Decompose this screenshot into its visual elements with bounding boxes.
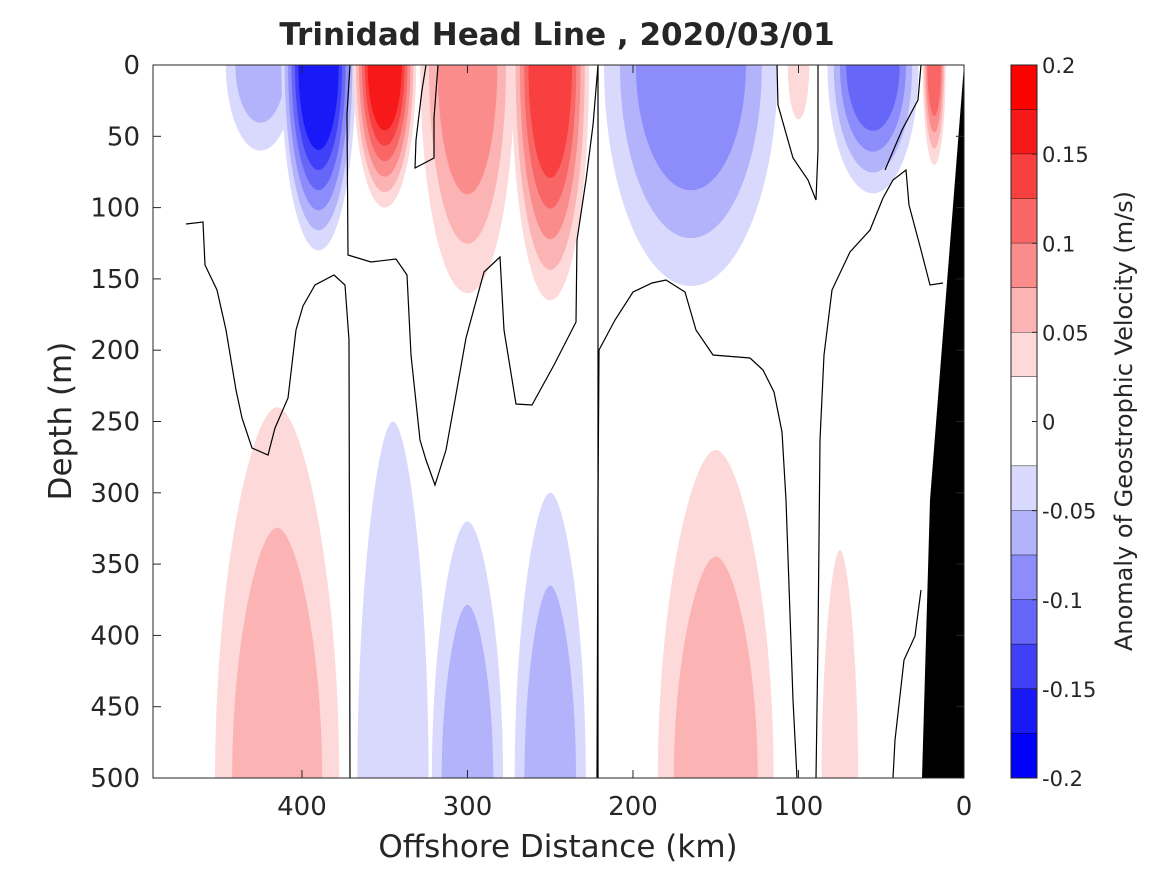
- y-axis-ticks: 0 50 100 150 200 250 300 350 400 450 500: [90, 51, 964, 794]
- colorbar-swatch: [1011, 555, 1037, 600]
- colorbar-tick-label: 0: [1042, 411, 1055, 435]
- y-tick-label: 300: [90, 479, 140, 509]
- colorbar-swatch: [1011, 243, 1037, 288]
- anomaly-contour-level: [235, 65, 286, 123]
- zero-contour-line: [414, 65, 439, 170]
- anomaly-contour-level: [232, 527, 323, 778]
- colorbar-swatch: [1011, 644, 1037, 689]
- anomaly-contour-level: [441, 604, 494, 778]
- colorbar-swatch: [1011, 733, 1037, 778]
- anomaly-contour-level: [357, 421, 429, 778]
- anomaly-contour-level: [787, 65, 810, 120]
- colorbar-swatch: [1011, 109, 1037, 155]
- colorbar-ticks: 0.2 0.15 0.1 0.05 0 -0.05 -0.1 -0.15 -0.2: [1032, 54, 1096, 791]
- anomaly-contour-level: [927, 65, 942, 117]
- colorbar-swatch: [1011, 510, 1037, 556]
- zero-contour-line: [596, 279, 798, 778]
- colorbar-tick-label: -0.2: [1042, 767, 1083, 791]
- zero-contour-line: [892, 589, 922, 778]
- colorbar-swatch: [1011, 332, 1037, 377]
- colorbar-swatch: [1011, 688, 1037, 734]
- zero-contour-line: [884, 65, 922, 171]
- zero-contour-line: [185, 221, 351, 778]
- y-tick-label: 0: [123, 51, 140, 81]
- x-tick-label: 400: [277, 792, 327, 822]
- anomaly-contour-level: [673, 556, 758, 778]
- x-tick-label: 300: [443, 792, 493, 822]
- bathymetry-seafloor: [922, 65, 964, 778]
- zero-contour-line: [815, 168, 944, 778]
- y-tick-label: 400: [90, 621, 140, 651]
- y-tick-label: 150: [90, 265, 140, 295]
- colorbar-tick-label: -0.1: [1042, 589, 1083, 613]
- anomaly-contour-level: [846, 65, 900, 131]
- colorbar-swatches: [1011, 65, 1037, 779]
- colorbar-swatch: [1011, 287, 1037, 333]
- anomaly-contour-level: [367, 65, 402, 131]
- x-tick-label: 0: [956, 792, 973, 822]
- zero-contour-line: [776, 65, 819, 201]
- colorbar-tick-label: 0.1: [1042, 232, 1075, 256]
- colorbar-tick-label: 0.2: [1042, 54, 1075, 78]
- y-tick-label: 100: [90, 194, 140, 224]
- y-tick-label: 350: [90, 550, 140, 580]
- colorbar-swatch: [1011, 466, 1037, 511]
- colorbar-tick-label: 0.15: [1042, 143, 1089, 167]
- x-axis-ticks: 400 300 200 100 0: [277, 65, 972, 822]
- colorbar-tick-label: 0.05: [1042, 321, 1089, 345]
- plot-area: 400 300 200 100 0 0 50 100 150 200 250 300 350 400 45…: [90, 51, 972, 822]
- anomaly-contour-level: [524, 585, 577, 778]
- y-tick-label: 450: [90, 693, 140, 723]
- colorbar-swatch: [1011, 198, 1037, 244]
- colorbar-tick-label: -0.15: [1042, 678, 1096, 702]
- colorbar-swatch: [1011, 65, 1037, 110]
- zero-contour-line: [346, 65, 599, 487]
- colorbar-swatch: [1011, 154, 1037, 199]
- colorbar-label: Anomaly of Geostrophic Velocity (m/s): [1110, 191, 1138, 651]
- x-axis-label: Offshore Distance (km): [378, 829, 737, 865]
- anomaly-contour-level: [528, 65, 573, 178]
- x-tick-label: 200: [608, 792, 658, 822]
- chart-title: Trinidad Head Line , 2020/03/01: [279, 17, 834, 53]
- colorbar-swatch: [1011, 599, 1037, 645]
- anomaly-contour-level: [635, 65, 746, 191]
- y-tick-label: 200: [90, 336, 140, 366]
- anomaly-contour-level: [298, 65, 339, 150]
- y-tick-label: 500: [90, 764, 140, 794]
- contour-fill-layer: [215, 65, 946, 778]
- x-tick-label: 100: [774, 792, 824, 822]
- anomaly-contour-level: [821, 549, 859, 778]
- y-axis-label: Depth (m): [43, 342, 79, 501]
- colorbar: 0.2 0.15 0.1 0.05 0 -0.05 -0.1 -0.15 -0.2 Anomal…: [1010, 54, 1138, 791]
- y-tick-label: 50: [107, 122, 140, 152]
- zero-contour-layer: [185, 65, 944, 778]
- colorbar-tick-label: -0.05: [1042, 500, 1096, 524]
- y-tick-label: 250: [90, 408, 140, 438]
- anomaly-contour-level: [437, 65, 498, 195]
